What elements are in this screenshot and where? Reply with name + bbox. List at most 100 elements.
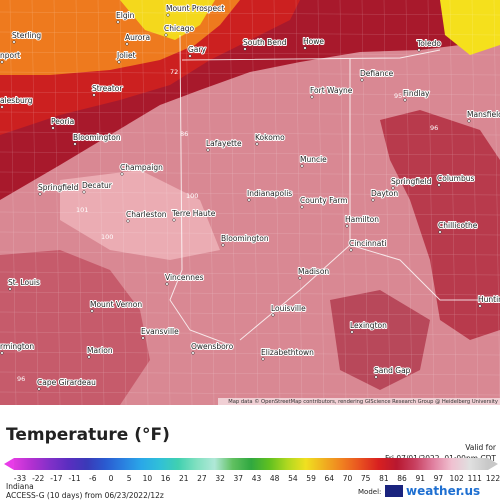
dark-region — [330, 290, 430, 390]
grid-line — [185, 0, 193, 406]
city-label: Muncie — [300, 155, 327, 164]
grid-line — [405, 0, 413, 406]
colorbar-tick-label: 43 — [252, 474, 262, 483]
colorbar-tick-label: 64 — [324, 474, 334, 483]
city-dot — [172, 218, 176, 222]
city-label: Sand Gap — [374, 366, 411, 375]
grid-line — [427, 0, 435, 406]
colorbar-tick-label: 59 — [306, 474, 316, 483]
contour-labels: 72 86 95 96 101 100 100 96 — [17, 68, 438, 383]
contour-label: 86 — [180, 130, 188, 138]
city-label: Mount Vernon — [90, 300, 142, 309]
city-dot — [164, 33, 168, 37]
city-dot — [350, 330, 354, 334]
colorbar-tick-label: 0 — [109, 474, 114, 483]
grid-line — [0, 311, 500, 316]
yellow-region — [440, 0, 500, 55]
valid-label: Valid for — [465, 443, 497, 452]
grid-line — [493, 0, 500, 406]
state-border — [181, 49, 441, 61]
city-dot — [349, 248, 353, 252]
colorbar-max — [488, 458, 498, 470]
grid-line — [0, 91, 500, 96]
city-label: Lexington — [350, 321, 387, 330]
city-label: Huntin — [478, 295, 500, 304]
city-label: Madison — [298, 267, 329, 276]
city-dot — [303, 46, 307, 50]
city-label: Marion — [87, 346, 113, 355]
city-dot — [371, 198, 375, 202]
city-label: Champaign — [120, 163, 163, 172]
grid-line — [97, 0, 105, 406]
city-label: Bloomington — [73, 133, 121, 142]
city-dot — [38, 192, 42, 196]
city-label: rmington — [0, 342, 34, 351]
city-dot — [360, 78, 364, 82]
colorbar-tick-label: 102 — [449, 474, 464, 483]
colorbar-tick-label: -11 — [68, 474, 80, 483]
city-label: Louisville — [271, 304, 306, 313]
colorbar-tick-label: 81 — [379, 474, 389, 483]
city-dot — [37, 387, 41, 391]
city-label: Lafayette — [206, 139, 242, 148]
attribution: Map data © OpenStreetMap contributors, r… — [228, 398, 498, 405]
colorbar-tick-label: 16 — [161, 474, 171, 483]
colorbar — [14, 458, 488, 470]
grid-line — [273, 0, 281, 406]
colorbar-tick-label: 32 — [215, 474, 225, 483]
grid-line — [0, 231, 500, 236]
city-label: Cincinnati — [349, 239, 386, 248]
grid-line — [53, 0, 61, 406]
state-border — [349, 244, 490, 301]
city-dot — [261, 357, 265, 361]
city-dot — [438, 230, 442, 234]
city-dot — [467, 119, 471, 123]
attribution-bg — [218, 398, 500, 405]
city-dot — [8, 287, 12, 291]
city-dot — [478, 304, 482, 308]
city-dot — [403, 98, 407, 102]
contour-label: 100 — [186, 192, 198, 200]
city-label: Elgin — [116, 11, 135, 20]
county-grid — [0, 0, 500, 406]
city-labels: Elgin Mount Prospect Sterling Aurora Chicago… — [0, 3, 500, 391]
grid-line — [339, 0, 347, 406]
flag — [385, 485, 403, 497]
colorbar-tick-label: 75 — [361, 474, 371, 483]
city-label: Bloomington — [221, 234, 269, 243]
contour-label: 96 — [430, 124, 438, 132]
city-dot — [125, 42, 129, 46]
city-label: Joliet — [116, 51, 136, 60]
colorbar-tick-label: 27 — [197, 474, 207, 483]
grid-line — [0, 31, 500, 36]
city-label: Sterling — [12, 31, 41, 40]
city-dot — [166, 13, 170, 17]
grid-line — [0, 71, 500, 76]
grid-line — [0, 391, 500, 396]
state-border — [169, 34, 231, 346]
map: Elgin Mount Prospect Sterling Aurora Chicago… — [0, 0, 500, 406]
city-label: Howe — [303, 37, 324, 46]
grid-line — [471, 0, 479, 406]
city-dot — [243, 47, 247, 51]
yellow-region — [120, 0, 215, 40]
grid-line — [0, 211, 500, 216]
grid-line — [9, 0, 17, 406]
colorbar-tick-label: 97 — [434, 474, 444, 483]
model-label: Model: — [358, 488, 381, 496]
colorbar-tick-label: 54 — [288, 474, 298, 483]
city-dot — [221, 243, 225, 247]
colorbar-tick-label: 86 — [397, 474, 407, 483]
grid-line — [207, 0, 215, 406]
city-dot — [51, 126, 55, 130]
city-label: Chicago — [164, 24, 195, 33]
colorbar-tick-label: 37 — [234, 474, 244, 483]
city-dot — [298, 276, 302, 280]
city-dot — [255, 142, 259, 146]
colorbar-tick-label: -17 — [50, 474, 62, 483]
city-dot — [116, 20, 120, 24]
city-label: Mount Prospect — [166, 4, 224, 13]
colorbar-tick-label: 111 — [468, 474, 483, 483]
city-dot — [188, 54, 192, 58]
